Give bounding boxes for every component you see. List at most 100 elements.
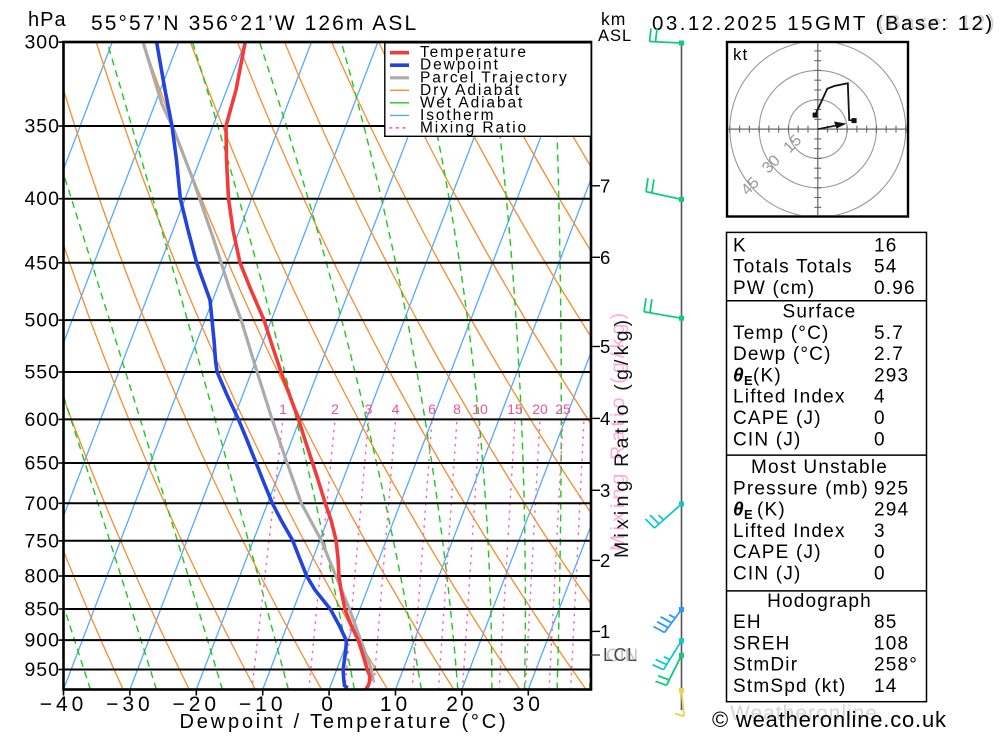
svg-text:950: 950 <box>24 659 60 681</box>
svg-text:6: 6 <box>600 247 610 268</box>
svg-text:hPa: hPa <box>28 9 67 31</box>
svg-text:3: 3 <box>874 521 886 542</box>
svg-text:0: 0 <box>874 542 886 563</box>
svg-text:1: 1 <box>279 401 287 417</box>
svg-text:500: 500 <box>24 310 60 332</box>
svg-text:10: 10 <box>380 693 411 716</box>
svg-text:16: 16 <box>874 235 898 256</box>
svg-text:−40: −40 <box>40 693 88 716</box>
svg-text:ASL: ASL <box>598 27 632 45</box>
svg-text:(K): (K) <box>757 500 786 521</box>
svg-text:258°: 258° <box>874 655 918 676</box>
svg-text:CAPE (J): CAPE (J) <box>733 408 822 429</box>
svg-text:(Base: 12): (Base: 12) <box>878 11 997 34</box>
svg-text:0: 0 <box>874 429 886 450</box>
svg-text:StmDir: StmDir <box>733 655 798 676</box>
svg-text:2.7: 2.7 <box>874 344 904 365</box>
svg-text:2: 2 <box>331 401 339 417</box>
svg-text:Dry Adiabat: Dry Adiabat <box>420 82 521 99</box>
svg-text:Dewpoint / Temperature (°C): Dewpoint / Temperature (°C) <box>180 711 509 733</box>
svg-text:−30: −30 <box>106 693 154 716</box>
svg-text:Lifted Index: Lifted Index <box>733 387 846 408</box>
svg-text:Temp (°C): Temp (°C) <box>733 323 830 344</box>
svg-text:7: 7 <box>600 175 610 196</box>
svg-text:2: 2 <box>600 550 610 571</box>
svg-text:kt: kt <box>733 45 748 64</box>
svg-text:550: 550 <box>24 362 60 384</box>
svg-text:CIN (J): CIN (J) <box>733 429 802 450</box>
svg-text:10: 10 <box>472 401 488 417</box>
svg-text:Isotherm: Isotherm <box>420 107 496 124</box>
svg-text:Dewpoint: Dewpoint <box>420 57 500 74</box>
svg-text:350: 350 <box>24 116 60 138</box>
svg-text:600: 600 <box>24 409 60 431</box>
svg-text:Pressure (mb): Pressure (mb) <box>733 478 869 499</box>
svg-text:300: 300 <box>24 32 60 54</box>
svg-text:800: 800 <box>24 566 60 588</box>
svg-text:20: 20 <box>446 693 477 716</box>
svg-text:StmSpd (kt): StmSpd (kt) <box>733 676 847 697</box>
svg-text:4: 4 <box>600 408 610 429</box>
svg-text:−10: −10 <box>239 693 287 716</box>
svg-text:450: 450 <box>24 252 60 274</box>
svg-text:Surface: Surface <box>783 302 857 323</box>
svg-text:293: 293 <box>874 365 909 386</box>
svg-text:Mixing Ratio: Mixing Ratio <box>420 119 528 136</box>
svg-text:4: 4 <box>874 387 886 408</box>
svg-text:PW (cm): PW (cm) <box>733 278 815 299</box>
svg-text:700: 700 <box>24 493 60 515</box>
svg-text:1: 1 <box>600 621 610 642</box>
svg-text:CIN: CIN <box>606 646 639 666</box>
svg-text:SREH: SREH <box>733 633 791 654</box>
svg-text:108: 108 <box>874 633 909 654</box>
svg-text:750: 750 <box>24 530 60 552</box>
svg-text:Temperature: Temperature <box>420 44 528 61</box>
svg-text:0: 0 <box>874 564 886 585</box>
svg-text:km: km <box>601 9 626 29</box>
svg-text:CAPE (J): CAPE (J) <box>733 542 822 563</box>
svg-text:400: 400 <box>24 188 60 210</box>
svg-text:© weatheronline.co.uk: © weatheronline.co.uk <box>712 707 947 732</box>
svg-text:Dewp (°C): Dewp (°C) <box>733 344 832 365</box>
svg-text:θ: θ <box>733 365 744 386</box>
svg-text:15: 15 <box>507 401 523 417</box>
svg-text:5: 5 <box>600 336 610 357</box>
svg-text:θ: θ <box>733 500 744 521</box>
svg-text:8: 8 <box>453 401 461 417</box>
svg-text:LCL: LCL <box>603 645 638 665</box>
svg-text:Lifted Index: Lifted Index <box>733 521 846 542</box>
svg-text:Wet Adiabat: Wet Adiabat <box>420 94 524 111</box>
svg-text:900: 900 <box>24 630 60 652</box>
svg-text:0.96: 0.96 <box>874 278 916 299</box>
svg-text:850: 850 <box>24 599 60 621</box>
svg-text:0: 0 <box>321 693 337 716</box>
svg-text:Mixing Ratio (g/kg): Mixing Ratio (g/kg) <box>611 316 633 558</box>
svg-text:85: 85 <box>874 612 898 633</box>
svg-text:E: E <box>744 373 753 388</box>
svg-text:14: 14 <box>874 676 898 697</box>
svg-text:3: 3 <box>365 401 373 417</box>
svg-text:K: K <box>733 235 747 256</box>
svg-text:(K): (K) <box>753 365 782 386</box>
svg-text:25: 25 <box>555 401 571 417</box>
svg-text:0: 0 <box>874 408 886 429</box>
svg-text:3: 3 <box>600 480 610 501</box>
svg-text:03.12.2025 15GMT (Base: 12): 03.12.2025 15GMT (Base: 12) <box>652 12 995 35</box>
svg-text:Weatheronline: Weatheronline <box>730 702 878 725</box>
svg-text:4: 4 <box>392 401 400 417</box>
svg-text:55°57’N 356°21’W 126m ASL: 55°57’N 356°21’W 126m ASL <box>91 12 418 35</box>
svg-text:30: 30 <box>513 693 544 716</box>
svg-text:Hodograph: Hodograph <box>767 591 872 612</box>
svg-text:Most Unstable: Most Unstable <box>751 457 888 478</box>
svg-text:6: 6 <box>428 401 436 417</box>
svg-text:294: 294 <box>874 500 909 521</box>
svg-text:EH: EH <box>733 612 762 633</box>
svg-text:54: 54 <box>874 257 898 278</box>
svg-text:20: 20 <box>532 401 548 417</box>
svg-text:E: E <box>744 507 753 522</box>
svg-text:CIN (J): CIN (J) <box>733 564 802 585</box>
svg-text:925: 925 <box>874 478 909 499</box>
svg-text:5.7: 5.7 <box>874 323 904 344</box>
svg-text:Mixing Ratio (g/kg): Mixing Ratio (g/kg) <box>607 309 629 551</box>
svg-text:Totals Totals: Totals Totals <box>733 257 853 278</box>
